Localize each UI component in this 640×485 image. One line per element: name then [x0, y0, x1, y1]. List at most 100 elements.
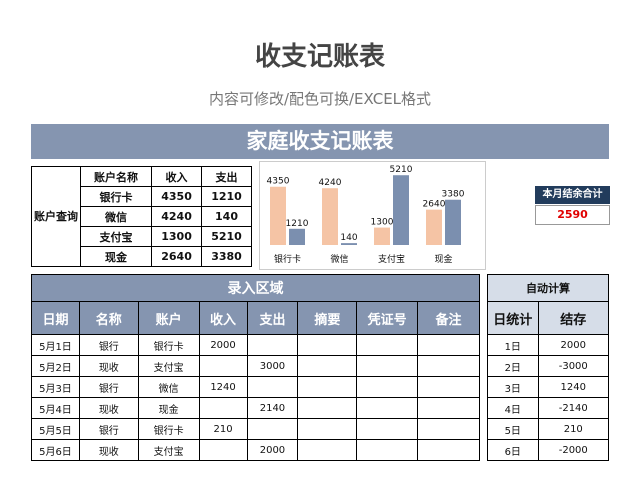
- entry-cell[interactable]: 5月4日: [31, 397, 80, 419]
- entry-cell[interactable]: [297, 355, 358, 377]
- table-row: 5月1日 银行 银行卡 2000: [31, 334, 480, 356]
- chart-bar: [374, 227, 390, 245]
- table-row: 5月2日 现收 支付宝 3000: [31, 355, 480, 377]
- entry-cell[interactable]: [297, 334, 358, 356]
- account-expense[interactable]: 140: [201, 206, 252, 227]
- page-title: 收支记账表: [254, 42, 385, 72]
- entry-cell[interactable]: 2000: [246, 439, 299, 461]
- entry-cell[interactable]: 5月5日: [31, 418, 80, 440]
- chart-data-label: 5210: [390, 165, 413, 175]
- entry-cell[interactable]: 5月1日: [31, 334, 80, 356]
- entry-cell[interactable]: 现收: [78, 397, 139, 419]
- entry-cell[interactable]: 1240: [198, 376, 248, 398]
- chart-category-label: 微信: [330, 253, 348, 265]
- header-account-name: 账户名称: [79, 166, 153, 187]
- entry-cell[interactable]: [198, 397, 248, 419]
- entry-cell[interactable]: 银行卡: [137, 334, 200, 356]
- entry-cell[interactable]: 5月6日: [31, 439, 80, 461]
- entry-cell[interactable]: 银行卡: [137, 418, 200, 440]
- entry-header-cell: 收入: [198, 301, 248, 335]
- entry-cell[interactable]: 现金: [137, 397, 200, 419]
- auto-cell: 2000: [537, 334, 610, 356]
- auto-header-cell: 日统计: [487, 301, 539, 335]
- entry-cell[interactable]: 3000: [246, 355, 299, 377]
- auto-cell: -2000: [537, 439, 610, 461]
- chart-data-label: 2640: [423, 200, 446, 210]
- entry-cell[interactable]: [297, 376, 358, 398]
- entry-cell[interactable]: [356, 376, 419, 398]
- entry-cell[interactable]: 支付宝: [137, 439, 200, 461]
- entry-cell[interactable]: [417, 439, 480, 461]
- entry-table: 录入区域 日期 名称 账户 收入 支出 摘要 凭证号 备注 5月1日 银行 银行卡 2000 5月2日…: [31, 274, 480, 461]
- entry-cell[interactable]: [417, 334, 480, 356]
- chart-category-label: 现金: [434, 253, 452, 265]
- account-expense[interactable]: 5210: [201, 226, 252, 247]
- auto-cell: 1日: [487, 334, 539, 356]
- header-expense: 支出: [201, 166, 252, 187]
- auto-cell: 1240: [537, 376, 610, 398]
- entry-cell[interactable]: 微信: [137, 376, 200, 398]
- entry-header-cell: 凭证号: [356, 301, 419, 335]
- table-row: 5日 210: [487, 418, 610, 440]
- entry-cell[interactable]: [356, 334, 419, 356]
- entry-cell[interactable]: 银行: [78, 376, 139, 398]
- chart-bar: [289, 228, 305, 245]
- entry-cell[interactable]: [356, 418, 419, 440]
- entry-cell[interactable]: [356, 397, 419, 419]
- chart-data-label: 140: [340, 233, 357, 243]
- entry-cell[interactable]: [246, 418, 299, 440]
- chart-bar: [426, 209, 442, 245]
- entry-cell[interactable]: [417, 397, 480, 419]
- account-income[interactable]: 4240: [151, 206, 203, 227]
- entry-cell[interactable]: 银行: [78, 334, 139, 356]
- auto-section-title: 自动计算: [487, 274, 609, 302]
- entry-cell[interactable]: [356, 355, 419, 377]
- auto-cell: 210: [537, 418, 610, 440]
- entry-cell[interactable]: 2000: [198, 334, 248, 356]
- entry-cell[interactable]: [297, 418, 358, 440]
- chart-data-label: 4350: [267, 177, 290, 187]
- account-income[interactable]: 2640: [151, 246, 203, 267]
- account-expense[interactable]: 3380: [201, 246, 252, 267]
- sheet-banner: 家庭收支记账表: [31, 124, 609, 159]
- account-name[interactable]: 现金: [79, 246, 153, 267]
- entry-header-cell: 账户: [137, 301, 200, 335]
- entry-cell[interactable]: 支付宝: [137, 355, 200, 377]
- entry-cell[interactable]: [297, 439, 358, 461]
- entry-cell[interactable]: [198, 355, 248, 377]
- entry-cell[interactable]: [417, 418, 480, 440]
- entry-header-cell: 摘要: [297, 301, 358, 335]
- entry-cell[interactable]: [417, 355, 480, 377]
- chart-bar: [445, 199, 461, 245]
- entry-cell[interactable]: [356, 439, 419, 461]
- table-row: 5月4日 现收 现金 2140: [31, 397, 480, 419]
- entry-cell[interactable]: 5月3日: [31, 376, 80, 398]
- entry-cell[interactable]: [246, 334, 299, 356]
- account-expense[interactable]: 1210: [201, 186, 252, 207]
- account-income[interactable]: 4350: [151, 186, 203, 207]
- entry-cell[interactable]: [198, 439, 248, 461]
- account-income[interactable]: 1300: [151, 226, 203, 247]
- monthly-balance-value[interactable]: 2590: [535, 205, 610, 225]
- entry-cell[interactable]: 2140: [246, 397, 299, 419]
- entry-cell[interactable]: 现收: [78, 355, 139, 377]
- table-row: 3日 1240: [487, 376, 610, 398]
- entry-cell[interactable]: 5月2日: [31, 355, 80, 377]
- entry-cell[interactable]: [417, 376, 480, 398]
- account-name[interactable]: 微信: [79, 206, 153, 227]
- header-income: 收入: [151, 166, 203, 187]
- entry-cell[interactable]: 银行: [78, 418, 139, 440]
- chart-bar: [322, 188, 338, 245]
- entry-cell[interactable]: 210: [198, 418, 248, 440]
- chart-bar: [341, 243, 357, 245]
- chart-bar: [270, 186, 286, 245]
- account-name[interactable]: 银行卡: [79, 186, 153, 207]
- auto-cell: -3000: [537, 355, 610, 377]
- entry-cell[interactable]: [297, 397, 358, 419]
- account-bar-chart[interactable]: 4350 1210 银行卡 4240 140 微信 1300 5210 支付宝 2640 3380 现…: [259, 161, 486, 270]
- account-name[interactable]: 支付宝: [79, 226, 153, 247]
- entry-header-cell: 日期: [31, 301, 80, 335]
- entry-cell[interactable]: 现收: [78, 439, 139, 461]
- entry-cell[interactable]: [246, 376, 299, 398]
